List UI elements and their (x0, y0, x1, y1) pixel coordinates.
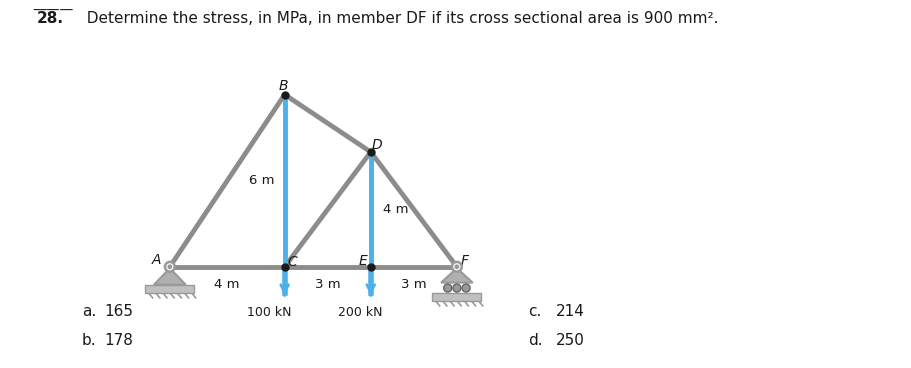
Bar (433, 293, 481, 301)
Text: 3 m: 3 m (401, 278, 426, 291)
Text: 200 kN: 200 kN (339, 307, 383, 319)
Polygon shape (154, 268, 186, 284)
Circle shape (444, 284, 452, 292)
Text: 6 m: 6 m (249, 174, 274, 187)
Text: Determine the stress, in MPa, in member DF if its cross sectional area is 900 mm: Determine the stress, in MPa, in member … (77, 11, 719, 26)
Bar (146, 284, 194, 293)
Circle shape (462, 284, 470, 292)
Polygon shape (441, 268, 473, 283)
Text: C: C (287, 255, 297, 269)
Text: 3 m: 3 m (315, 278, 341, 291)
Text: B: B (279, 79, 288, 93)
Text: d.: d. (528, 333, 543, 348)
Text: a.: a. (82, 304, 97, 319)
Text: 4 m: 4 m (383, 203, 408, 216)
Text: b.: b. (82, 333, 97, 348)
Circle shape (456, 265, 458, 269)
Text: 165: 165 (105, 304, 134, 319)
Text: 250: 250 (556, 333, 585, 348)
Text: 4 m: 4 m (214, 278, 240, 291)
Text: 100 kN: 100 kN (247, 307, 292, 319)
Circle shape (452, 262, 462, 272)
Circle shape (165, 262, 175, 272)
Text: ———: ——— (32, 4, 73, 18)
Text: 28.: 28. (36, 11, 64, 26)
Text: 178: 178 (105, 333, 134, 348)
Text: 214: 214 (556, 304, 585, 319)
Text: E: E (358, 254, 367, 268)
Text: F: F (461, 254, 469, 268)
Text: c.: c. (528, 304, 542, 319)
Text: D: D (372, 138, 383, 152)
Circle shape (453, 284, 461, 292)
Text: A: A (152, 252, 161, 267)
Circle shape (169, 265, 171, 269)
